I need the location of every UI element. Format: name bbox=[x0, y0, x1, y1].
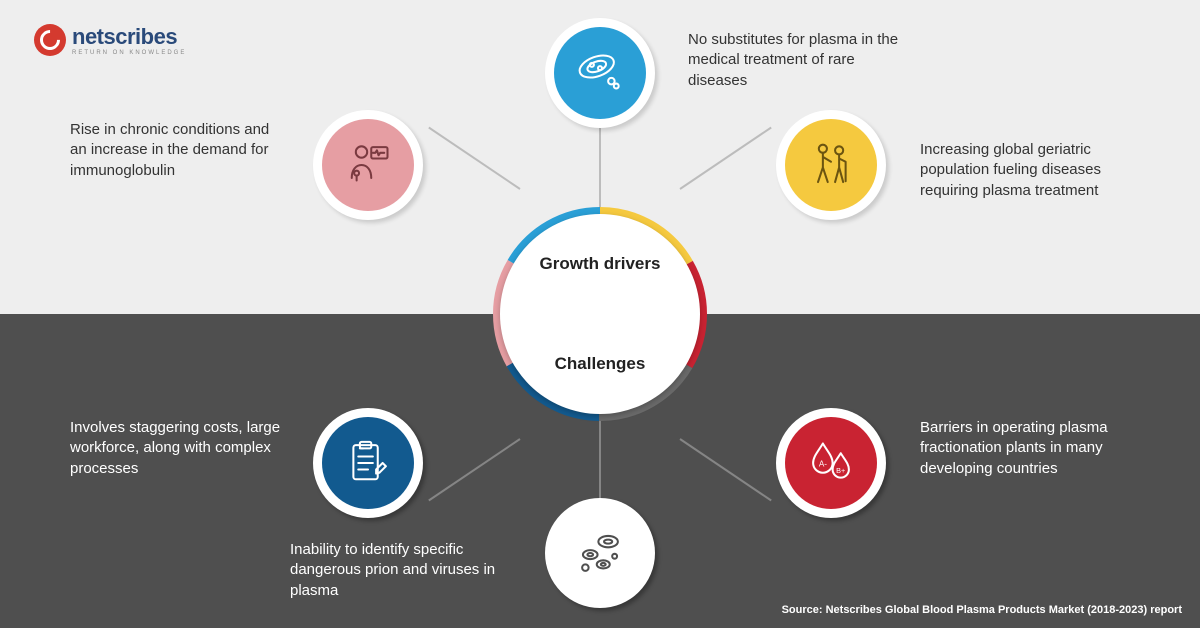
challenge-bubble-costs bbox=[313, 408, 423, 518]
brand-name: netscribes bbox=[72, 24, 186, 50]
driver-bubble-geriatric bbox=[776, 110, 886, 220]
svg-text:A-: A- bbox=[819, 459, 827, 468]
challenge-bubble-barriers: A- B+ bbox=[776, 408, 886, 518]
hub-label-growth-drivers: Growth drivers bbox=[500, 254, 700, 274]
challenge-text-costs: Involves staggering costs, large workfor… bbox=[70, 418, 290, 479]
driver-bubble-chronic bbox=[313, 110, 423, 220]
challenge-text-barriers: Barriers in operating plasma fractionati… bbox=[920, 418, 1160, 479]
challenge-text-prion: Inability to identify specific dangerous… bbox=[290, 540, 520, 601]
source-attribution: Source: Netscribes Global Blood Plasma P… bbox=[782, 604, 1182, 616]
driver-text-no-substitutes: No substitutes for plasma in the medical… bbox=[688, 30, 908, 91]
brand-logo-icon bbox=[34, 24, 66, 56]
blood-cells-icon bbox=[574, 47, 626, 99]
driver-bubble-no-substitutes bbox=[545, 18, 655, 128]
driver-text-geriatric: Increasing global geriatric population f… bbox=[920, 140, 1150, 201]
central-hub: Growth drivers Challenges bbox=[500, 214, 700, 414]
elderly-cane-icon bbox=[805, 139, 857, 191]
brand-tagline: RETURN ON KNOWLEDGE bbox=[72, 50, 186, 56]
challenge-bubble-prion bbox=[545, 498, 655, 608]
brand-logo: netscribes RETURN ON KNOWLEDGE bbox=[34, 24, 186, 56]
hub-label-challenges: Challenges bbox=[500, 354, 700, 374]
clipboard-list-icon bbox=[342, 437, 394, 489]
cells-scatter-icon bbox=[574, 527, 626, 579]
svg-text:B+: B+ bbox=[836, 466, 845, 475]
driver-text-chronic: Rise in chronic conditions and an increa… bbox=[70, 120, 280, 181]
blood-drops-icon: A- B+ bbox=[805, 437, 857, 489]
doctor-monitor-icon bbox=[342, 139, 394, 191]
